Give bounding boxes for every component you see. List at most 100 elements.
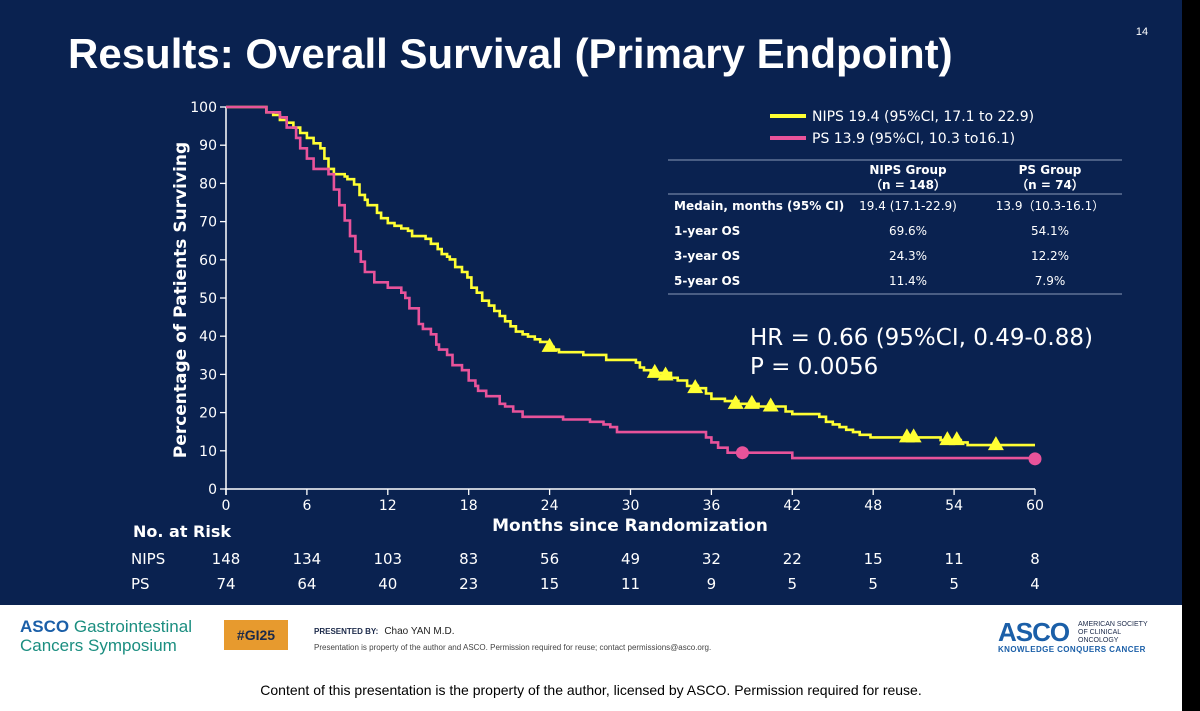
- y-tick-label: 0: [208, 482, 217, 498]
- y-tick-label: 10: [199, 444, 217, 460]
- censor-marker-nips: [987, 436, 1004, 451]
- permission-notice: Presentation is property of the author a…: [314, 643, 712, 652]
- at-risk-value-ps: 5: [868, 575, 878, 593]
- at-risk-title: No. at Risk: [133, 522, 231, 541]
- axes: 0 10 20 30 40 50 60 70 80 90 100 0 6 12 18 24 30 36 42 48 54…: [190, 100, 1044, 514]
- y-tick-label: 80: [199, 176, 217, 192]
- censor-marker-ps: [735, 446, 749, 460]
- at-risk-value-nips: 32: [702, 550, 721, 568]
- footer-band: [0, 605, 1182, 669]
- presented-by-label: PRESENTED BY:: [314, 627, 379, 636]
- at-risk-value-ps: 23: [459, 575, 478, 593]
- x-tick-label: 60: [1026, 498, 1044, 514]
- y-tick-label: 40: [199, 329, 217, 345]
- at-risk-value-ps: 40: [378, 575, 397, 593]
- at-risk-value-ps: 5: [949, 575, 959, 593]
- summary-table: NIPS Group （n = 148） PS Group （n = 74） M…: [668, 159, 1122, 295]
- table-cell: 7.9%: [1035, 274, 1066, 288]
- y-tick-label: 70: [199, 215, 217, 231]
- p-value: P = 0.0056: [750, 354, 878, 380]
- asco-logo: ASCO AMERICAN SOCIETY OF CLINICAL ONCOLO…: [998, 617, 1158, 657]
- table-cell: 54.1%: [1031, 224, 1069, 238]
- hashtag-badge: #GI25: [224, 620, 288, 650]
- at-risk-value-ps: 74: [216, 575, 235, 593]
- legend-label-nips: NIPS 19.4 (95%CI, 17.1 to 22.9): [812, 109, 1034, 125]
- presenter-name: Chao YAN M.D.: [384, 626, 455, 637]
- at-risk-value-nips: 56: [540, 550, 559, 568]
- x-tick-label: 18: [460, 498, 478, 514]
- at-risk-value-ps: 11: [621, 575, 640, 593]
- table-cell: 13.9（10.3-16.1）: [996, 199, 1105, 213]
- asco-society-name: AMERICAN SOCIETY OF CLINICAL ONCOLOGY: [1078, 621, 1148, 644]
- table-header-nips-n: （n = 148）: [870, 177, 946, 192]
- at-risk-label-ps: PS: [131, 575, 150, 593]
- at-risk-value-nips: 103: [373, 550, 402, 568]
- censor-marker-nips: [727, 394, 744, 409]
- at-risk-value-nips: 49: [621, 550, 640, 568]
- at-risk-value-ps: 64: [297, 575, 316, 593]
- bottom-notice: Content of this presentation is the prop…: [260, 682, 922, 698]
- censor-marker-nips: [657, 366, 674, 381]
- page-number: 14: [1135, 26, 1149, 38]
- at-risk-value-nips: 11: [945, 550, 964, 568]
- asco-tagline: KNOWLEDGE CONQUERS CANCER: [998, 645, 1146, 654]
- table-header-nips: NIPS Group: [869, 163, 947, 177]
- x-tick-label: 12: [379, 498, 397, 514]
- x-tick-label: 0: [222, 498, 231, 514]
- x-tick-label: 48: [864, 498, 882, 514]
- censor-marker-nips: [743, 394, 760, 409]
- x-tick-label: 54: [945, 498, 963, 514]
- x-tick-label: 30: [622, 498, 640, 514]
- censor-marker-nips: [905, 428, 922, 443]
- table-row-label: Medain, months (95% CI): [674, 199, 844, 213]
- censor-marker-nips: [948, 431, 965, 446]
- censor-marker-nips: [687, 379, 704, 394]
- censor-marker-ps: [1028, 452, 1042, 466]
- table-row-label: 1-year OS: [674, 224, 740, 238]
- table-cell: 11.4%: [889, 274, 927, 288]
- at-risk-value-nips: 8: [1030, 550, 1040, 568]
- censor-marker-nips: [541, 337, 558, 352]
- y-tick-label: 90: [199, 138, 217, 154]
- y-tick-label: 50: [199, 291, 217, 307]
- survival-curve-nips: [226, 105, 1035, 447]
- x-tick-label: 36: [702, 498, 720, 514]
- table-cell: 12.2%: [1031, 249, 1069, 263]
- table-header-ps-n: （n = 74）: [1016, 177, 1084, 192]
- survival-curve-ps: [226, 105, 1035, 460]
- table-cell: 69.6%: [889, 224, 927, 238]
- table-cell: 19.4 (17.1-22.9): [859, 199, 957, 213]
- slide-title: Results: Overall Survival (Primary Endpo…: [68, 30, 953, 77]
- at-risk-value-ps: 15: [540, 575, 559, 593]
- symposium-logo: ASCO Gastrointestinal Cancers Symposium: [20, 617, 220, 655]
- at-risk-value-nips: 15: [864, 550, 883, 568]
- x-tick-label: 42: [783, 498, 801, 514]
- survival-curves: [226, 105, 1035, 460]
- hazard-ratio: HR = 0.66 (95%CI, 0.49-0.88): [750, 325, 1093, 351]
- y-tick-label: 30: [199, 367, 217, 383]
- presented-by: PRESENTED BY: Chao YAN M.D.: [314, 626, 455, 637]
- at-risk-label-nips: NIPS: [131, 550, 165, 568]
- table-cell: 24.3%: [889, 249, 927, 263]
- symposium-line-2: Cancers Symposium: [20, 636, 177, 655]
- x-tick-label: 24: [541, 498, 559, 514]
- symposium-brand: ASCO: [20, 617, 70, 636]
- censor-marker-nips: [646, 363, 663, 378]
- legend-label-ps: PS 13.9 (95%CI, 10.3 to16.1): [812, 131, 1015, 147]
- at-risk-value-ps: 4: [1030, 575, 1040, 593]
- at-risk-value-nips: 83: [459, 550, 478, 568]
- window-edge: [1182, 0, 1200, 711]
- at-risk-value-nips: 148: [212, 550, 241, 568]
- y-tick-label: 20: [199, 406, 217, 422]
- x-axis-title: Months since Randomization: [492, 516, 768, 536]
- y-tick-label: 100: [190, 100, 217, 116]
- table-header-ps: PS Group: [1019, 163, 1082, 177]
- symposium-line-1: Gastrointestinal: [73, 617, 192, 636]
- at-risk-value-nips: 134: [293, 550, 322, 568]
- y-tick-label: 60: [199, 253, 217, 269]
- y-axis-title: Percentage of Patients Surviving: [171, 142, 191, 458]
- x-tick-label: 6: [302, 498, 311, 514]
- table-row-label: 3-year OS: [674, 249, 740, 263]
- at-risk-value-ps: 9: [707, 575, 717, 593]
